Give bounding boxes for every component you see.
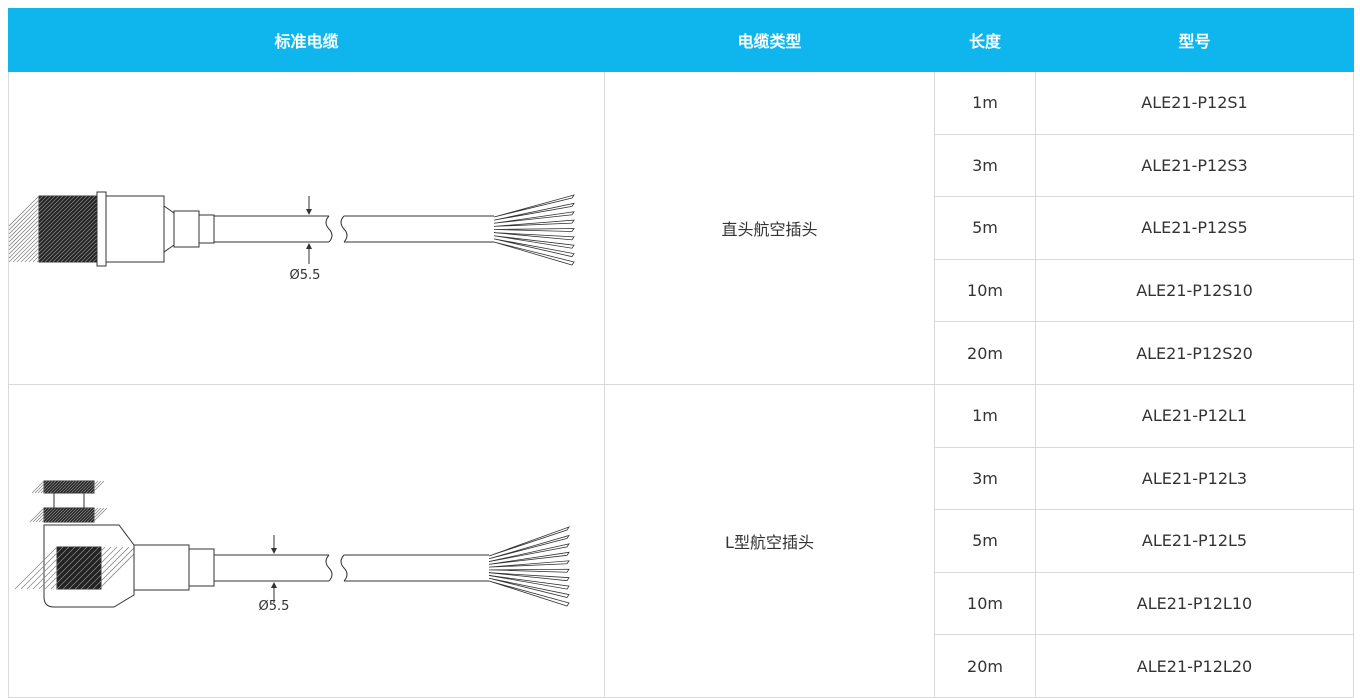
length: 1m [934,384,1036,448]
model: ALE21-P12L1 [1035,384,1354,448]
cable-drawing: Ø5.5 [9,191,575,283]
header-cell: 标准电缆 [8,8,605,72]
header-row: 标准电缆 电缆类型 长度 型号 [8,8,1354,72]
model: ALE21-P12L3 [1035,446,1354,511]
diameter-label: Ø5.5 [290,268,321,283]
length: 20m [934,321,1036,385]
header-cell: 长度 [934,8,1036,72]
length: 20m [934,634,1036,698]
cable-type: L型航空插头 [604,384,935,698]
table-row: 5m ALE21-P12S5 [9,196,1354,260]
header-cell: 型号 [1035,8,1354,72]
table-row: 3m ALE21-P12L3 [9,446,1354,511]
model: ALE21-P12S1 [1035,71,1354,135]
table-row: 20m ALE21-P12S20 [9,321,1354,385]
model: ALE21-P12L5 [1035,509,1354,573]
length: 10m [934,258,1036,323]
model: ALE21-P12S20 [1035,321,1354,385]
model: ALE21-P12S10 [1035,258,1354,323]
length: 10m [934,571,1036,636]
table-row: 10m ALE21-P12L10 [9,571,1354,636]
header-cell: 电缆类型 [604,8,935,72]
cable-table: 标准电缆 电缆类型 长度 型号 Ø5.5 直头航空插头 1m ALE21-P12S1 3… [8,8,1354,698]
length: 3m [934,446,1036,511]
table-row: 10m ALE21-P12S10 [9,258,1354,323]
table-row: Ø5.5 L型航空插头 1m ALE21-P12L1 [8,384,1354,698]
cable-drawing-cell: Ø5.5 [8,384,605,698]
cable-drawing-cell: Ø5.5 [8,71,605,385]
cable-type: 直头航空插头 [604,71,935,385]
length: 3m [934,133,1036,198]
model: ALE21-P12L10 [1035,571,1354,636]
length: 5m [934,509,1036,573]
length: 5m [934,196,1036,260]
table-row: 5m ALE21-P12L5 [9,509,1354,573]
diameter-label: Ø5.5 [259,599,290,614]
model: ALE21-P12S5 [1035,196,1354,260]
model: ALE21-P12S3 [1035,133,1354,198]
length: 1m [934,71,1036,135]
table-row: 20m ALE21-P12L20 [9,634,1354,698]
model: ALE21-P12L20 [1035,634,1354,698]
cable-drawing: Ø5.5 [14,480,571,614]
table-row: Ø5.5 直头航空插头 1m ALE21-P12S1 [8,71,1354,385]
